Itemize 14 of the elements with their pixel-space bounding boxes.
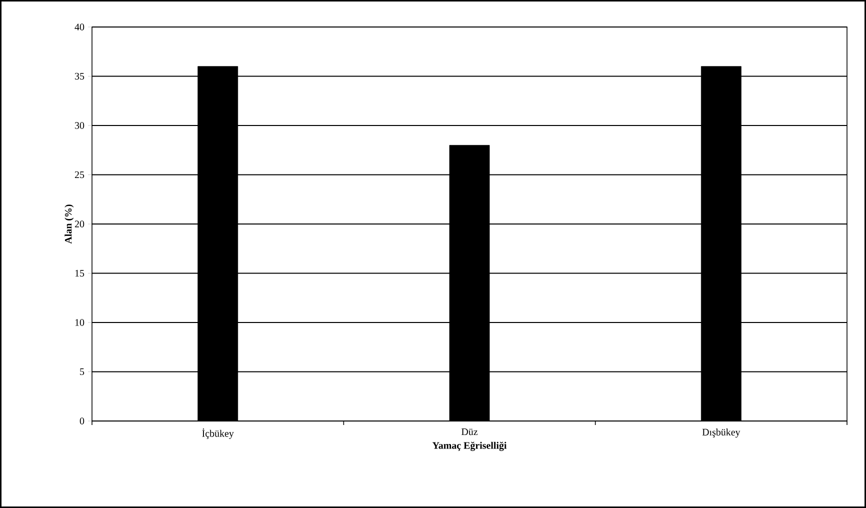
x-axis-title: Yamaç Eğriselliği: [432, 442, 507, 451]
y-tick-label: 5: [80, 368, 84, 376]
y-tick-label: 35: [75, 72, 84, 80]
x-tick-label: Dışbükey: [702, 428, 740, 438]
y-tick-label: 20: [74, 220, 84, 228]
y-tick-label: 0: [80, 418, 84, 424]
y-tick-label: 40: [74, 24, 84, 30]
y-axis-title: Alan (%): [64, 204, 74, 244]
x-tick-label: Düz: [461, 428, 478, 436]
y-tick-label: 10: [75, 319, 84, 326]
y-tick-label: 15: [75, 270, 84, 277]
x-tick-label: İçbükey: [202, 428, 234, 439]
y-tick-label: 25: [74, 171, 84, 178]
y-tick-label: 30: [75, 122, 84, 129]
